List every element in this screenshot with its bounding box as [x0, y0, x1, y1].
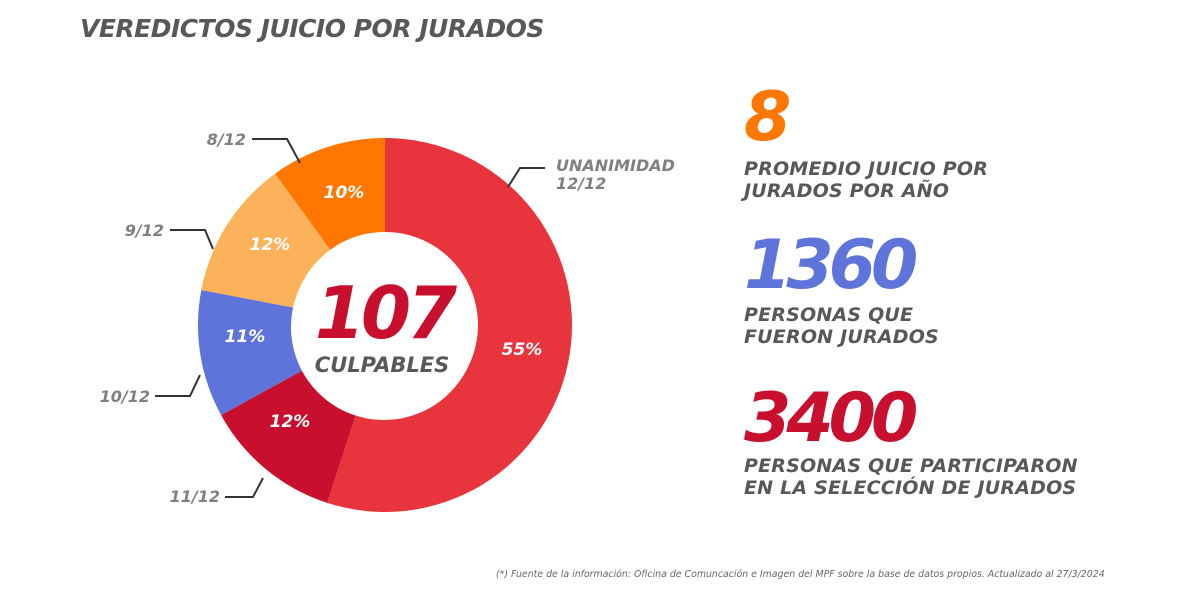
stat-description: PROMEDIO JUICIO POR JURADOS POR AÑO: [744, 158, 988, 202]
stat-description-line: PERSONAS QUE PARTICIPARON: [744, 455, 1078, 477]
center-value: 107: [315, 271, 457, 355]
stat-description-line: JURADOS POR AÑO: [744, 180, 950, 202]
stat-description: PERSONAS QUE PARTICIPARON EN LA SELECCIÓ…: [744, 455, 1078, 499]
donut-slice-8-12: [275, 138, 385, 250]
leader-line: [155, 374, 201, 397]
stat-description: PERSONAS QUE FUERON JURADOS: [744, 304, 939, 348]
stat-value: 3400: [744, 379, 918, 458]
stat-trials-per-year: 8 PROMEDIO JUICIO POR JURADOS POR AÑO: [744, 78, 988, 203]
stat-description-line: PROMEDIO JUICIO POR: [744, 158, 989, 180]
donut-slice-10-12: [198, 289, 304, 416]
leader-line: [170, 229, 214, 250]
stat-description-line: EN LA SELECCIÓN DE JURADOS: [744, 477, 1077, 499]
source-footnote: (*) Fuente de la información: Oficina de…: [496, 569, 1105, 580]
leader-line: [225, 477, 264, 498]
slice-percent-label: 12%: [250, 235, 291, 255]
leader-lines: [155, 138, 545, 498]
center-label: CULPABLES: [315, 353, 449, 377]
stat-value: 8: [744, 78, 791, 157]
leader-line: [252, 138, 301, 164]
slice-percent-labels: 55% 12% 11% 12% 10%: [225, 183, 543, 432]
verdict-label: 9/12: [125, 221, 164, 240]
chart-title: VEREDICTOS JUICIO POR JURADOS: [80, 14, 544, 43]
leader-line: [507, 167, 545, 188]
stat-description-line: PERSONAS QUE: [744, 304, 914, 326]
stat-description-line: FUERON JURADOS: [744, 326, 939, 348]
donut-slice-11-12: [221, 369, 357, 503]
slice-percent-label: 10%: [324, 183, 365, 203]
slice-percent-label: 11%: [225, 327, 266, 347]
verdict-label: 12/12: [556, 174, 606, 193]
verdict-label: 10/12: [100, 387, 150, 406]
slice-percent-label: 12%: [270, 412, 311, 432]
stat-selection-participants: 3400 PERSONAS QUE PARTICIPARON EN LA SEL…: [744, 379, 1078, 500]
stat-jurors: 1360 PERSONAS QUE FUERON JURADOS: [744, 226, 939, 349]
slice-percent-label: 55%: [502, 340, 543, 360]
donut-hole: [291, 234, 477, 420]
verdict-label: 8/12: [207, 130, 246, 149]
verdict-label: 11/12: [170, 487, 220, 506]
donut-slice-9-12: [201, 173, 331, 308]
stat-value: 1360: [744, 226, 918, 305]
verdict-label: UNANIMIDAD: [556, 156, 675, 175]
